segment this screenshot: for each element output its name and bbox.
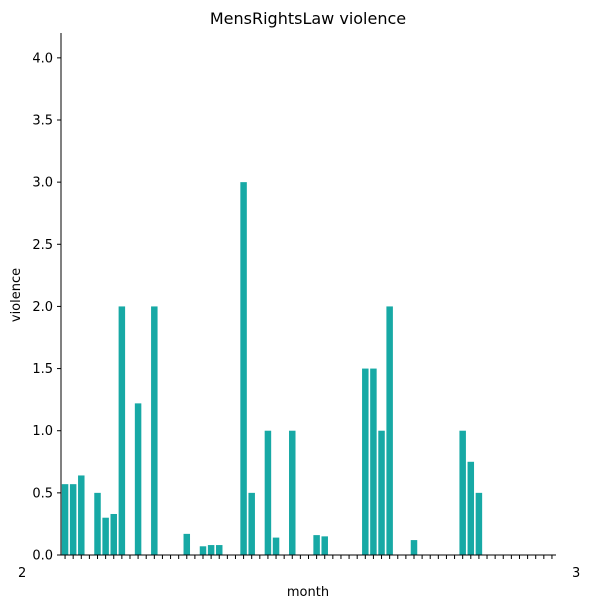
bar: [264, 430, 272, 555]
bar: [110, 513, 117, 555]
bar: [215, 545, 223, 555]
bar: [94, 492, 101, 555]
bar: [378, 430, 385, 555]
bar: [207, 545, 215, 555]
bar: [78, 475, 85, 555]
chart-title: MensRightsLaw violence: [210, 9, 406, 28]
x-tick-label-last: 3: [572, 566, 580, 581]
x-tick-label-first: 2: [18, 566, 26, 581]
bar: [313, 535, 320, 555]
bar: [362, 368, 369, 555]
bar: [386, 306, 393, 555]
bar: [134, 403, 142, 555]
y-tick-label: 2.0: [32, 300, 53, 315]
bar: [321, 536, 328, 555]
bar: [459, 430, 466, 555]
y-tick-label: 3.0: [32, 176, 53, 191]
bar: [69, 484, 77, 555]
bar: [410, 540, 418, 555]
bar-series: [61, 182, 483, 555]
y-tick-label: 1.0: [32, 424, 53, 439]
x-axis-label: month: [287, 585, 329, 600]
bar: [248, 492, 255, 555]
y-axis-label: violence: [9, 268, 24, 322]
y-tick-label: 3.5: [32, 114, 53, 129]
bar: [183, 533, 191, 555]
bar: [151, 306, 158, 555]
bar: [467, 461, 475, 555]
bar: [289, 430, 296, 555]
y-tick-label: 4.0: [32, 51, 53, 66]
bar: [118, 306, 126, 555]
y-tick-label: 0.0: [32, 549, 53, 564]
bar: [272, 537, 280, 555]
bar: [61, 484, 69, 555]
bar: [102, 517, 109, 555]
y-tick-label: 2.5: [32, 238, 53, 253]
y-axis: 0.0 0.5 1.0 1.5 2.0 2.5 3.0 3.5 4.0: [32, 33, 62, 564]
bar: [370, 368, 377, 555]
y-tick-label: 1.5: [32, 362, 53, 377]
y-tick-label: 0.5: [32, 486, 53, 501]
bar: [199, 546, 207, 555]
bar: [240, 182, 247, 555]
bar: [475, 492, 483, 555]
